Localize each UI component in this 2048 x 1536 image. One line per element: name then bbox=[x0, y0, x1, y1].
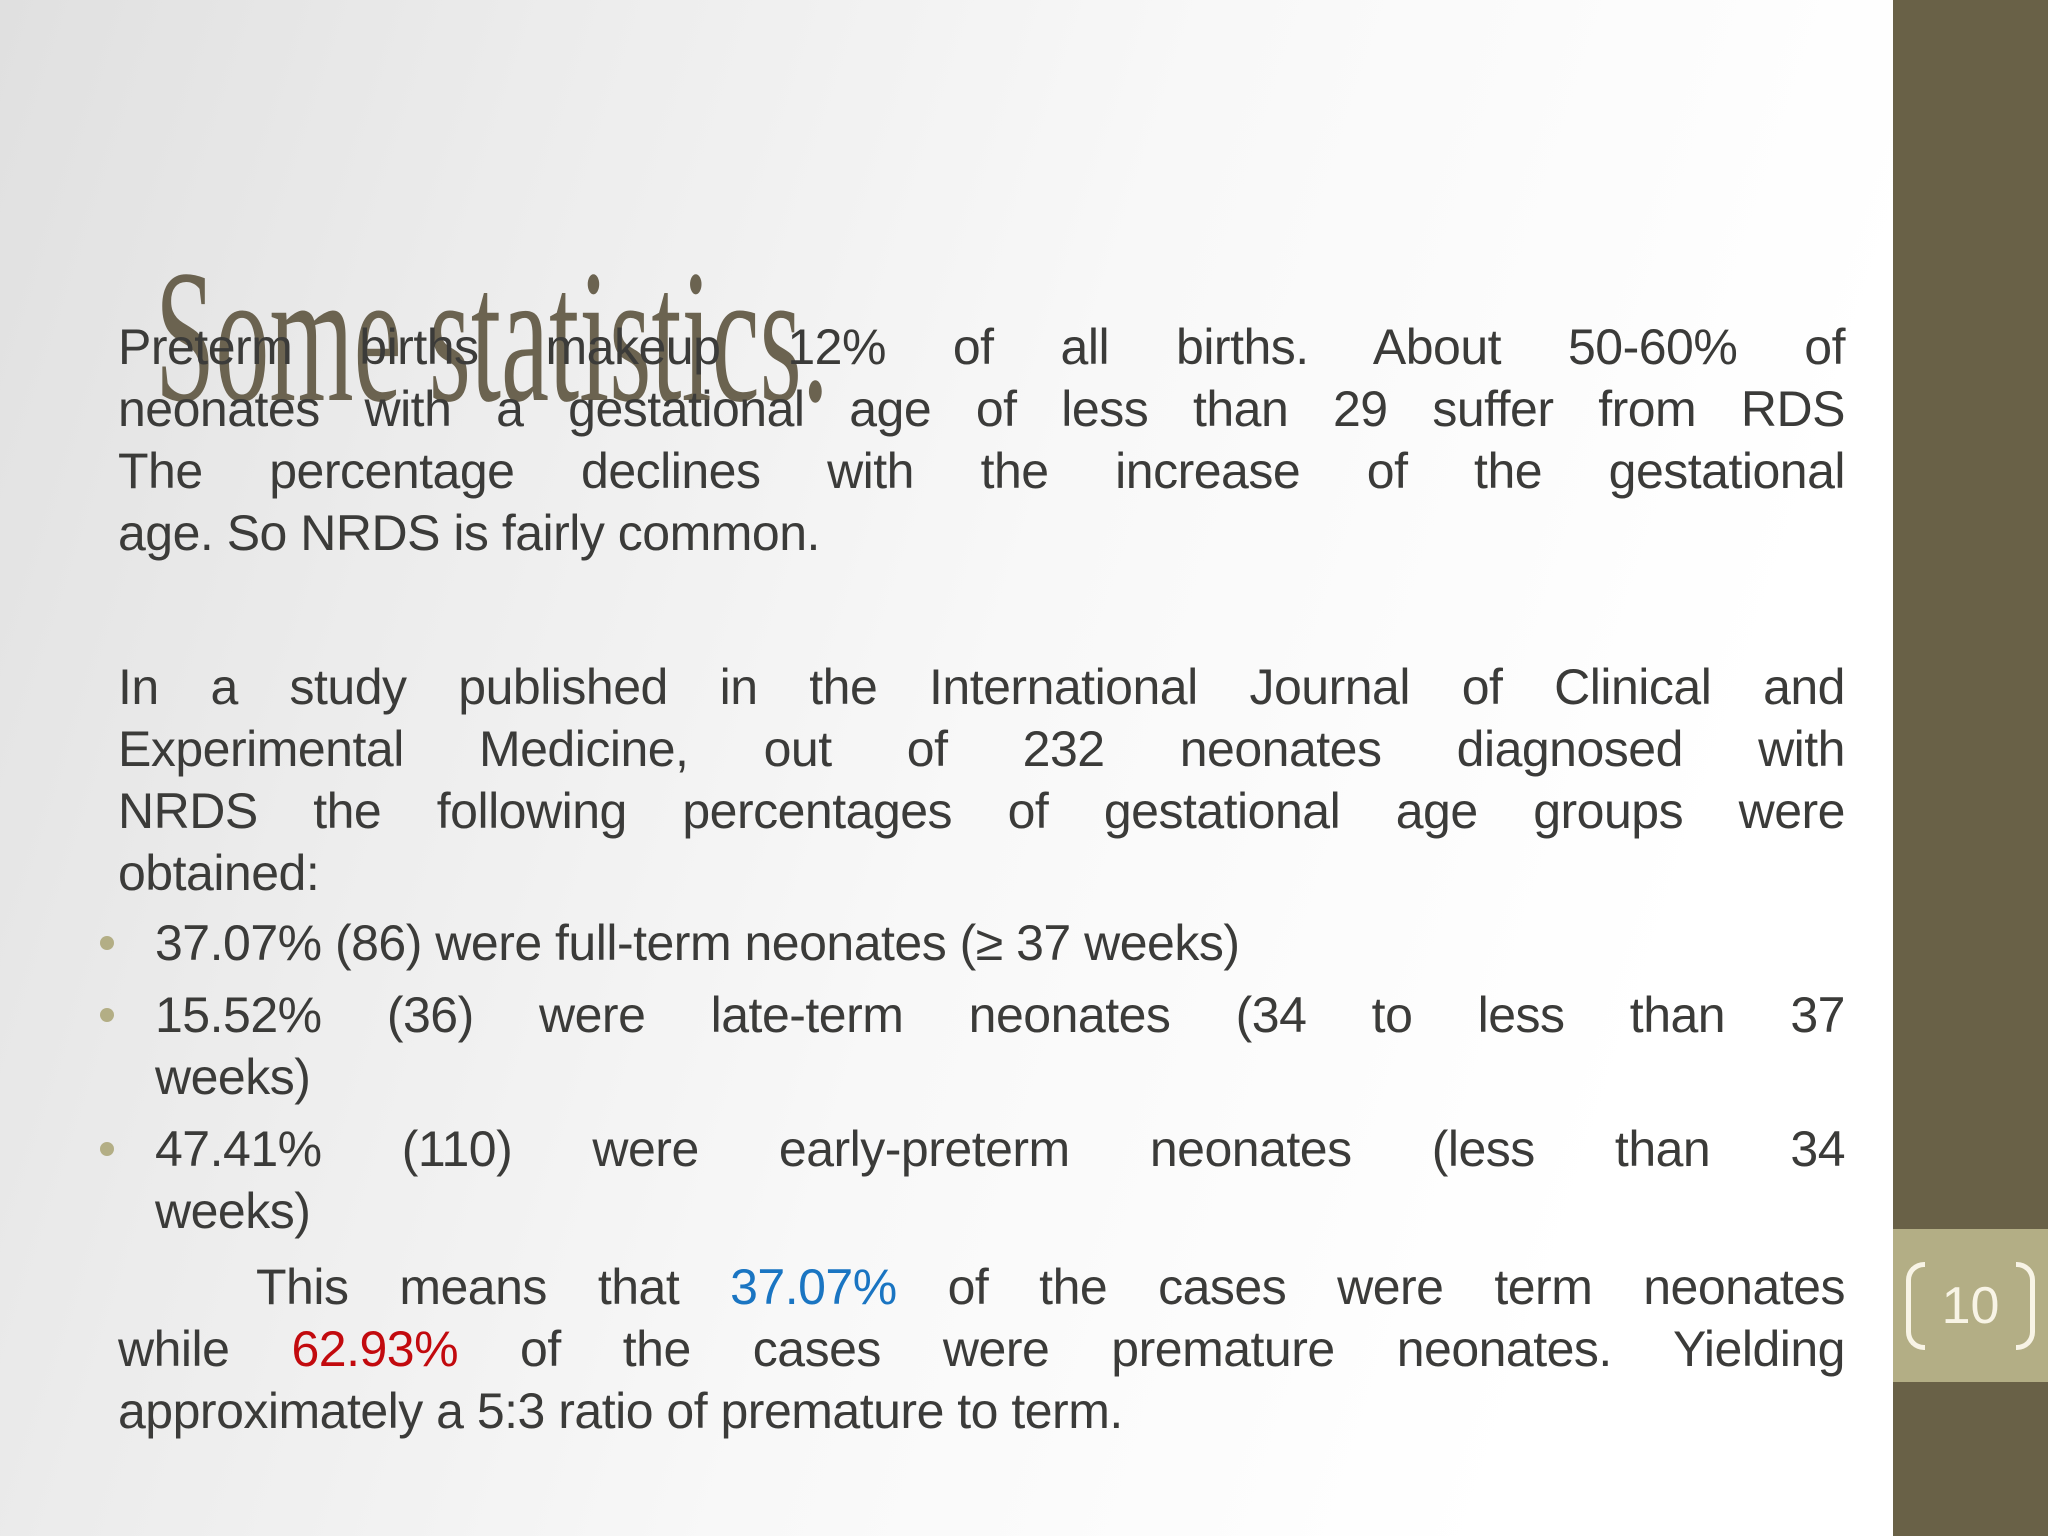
bullet-dot-icon bbox=[100, 1008, 114, 1022]
bullet-late-term: 15.52% (36) were late-term neonates (34 … bbox=[100, 984, 1846, 1108]
bullet-line: 37.07% (86) were full-term neonates (≥ 3… bbox=[155, 915, 1240, 971]
paragraph-preterm-stats: Preterm births makeup 12% of all births.… bbox=[118, 316, 1846, 564]
premature-percentage-value: 62.93% bbox=[291, 1321, 459, 1377]
paragraph-line: NRDS the following percentages of gestat… bbox=[118, 783, 1846, 839]
bullet-full-term: 37.07% (86) were full-term neonates (≥ 3… bbox=[100, 912, 1845, 974]
paragraph-conclusion: This means that 37.07% of the cases were… bbox=[118, 1256, 1846, 1442]
paragraph-line: approximately a 5:3 ratio of premature t… bbox=[118, 1383, 1123, 1439]
conclusion-text: This means that bbox=[256, 1259, 731, 1315]
bullet-dot-icon bbox=[100, 936, 114, 950]
bullet-dot-icon bbox=[100, 1142, 114, 1156]
paragraph-line: In a study published in the Internationa… bbox=[118, 659, 1846, 715]
paragraph-line: obtained: bbox=[118, 845, 320, 901]
slide-body: Preterm births makeup 12% of all births.… bbox=[100, 0, 1846, 1442]
paragraph-line: age. So NRDS is fairly common. bbox=[118, 505, 820, 561]
conclusion-text: of the cases were premature neonates. Yi… bbox=[458, 1321, 1845, 1377]
term-percentage-value: 37.07% bbox=[730, 1259, 897, 1315]
paragraph-line: Experimental Medicine, out of 232 neonat… bbox=[118, 721, 1846, 777]
slide-title: Some statistics. bbox=[155, 232, 829, 443]
paragraph-line: The percentage declines with the increas… bbox=[118, 443, 1846, 499]
paragraph-line: This means that 37.07% of the cases were… bbox=[118, 1256, 1846, 1318]
paragraph-line: while 62.93% of the cases were premature… bbox=[118, 1318, 1845, 1380]
page-number: 10 bbox=[1941, 1276, 2000, 1335]
page-number-box: 10 bbox=[1893, 1229, 2048, 1382]
bracket-left-icon bbox=[1906, 1261, 1925, 1350]
paragraph-line: Preterm births makeup 12% of all births.… bbox=[118, 319, 1846, 375]
paragraph-study-intro: In a study published in the Internationa… bbox=[118, 656, 1846, 904]
bullet-line: weeks) bbox=[155, 1183, 311, 1239]
bullet-line: 15.52% (36) were late-term neonates (34 … bbox=[155, 987, 1846, 1043]
paragraph-line: neonates with a gestational age of less … bbox=[118, 381, 1846, 437]
bullet-list: 37.07% (86) were full-term neonates (≥ 3… bbox=[100, 912, 1846, 1242]
conclusion-text: while bbox=[118, 1321, 292, 1377]
bullet-early-preterm: 47.41% (110) were early-preterm neonates… bbox=[100, 1118, 1846, 1242]
conclusion-text: of the cases were term neonates bbox=[896, 1259, 1846, 1315]
bullet-line: weeks) bbox=[155, 1049, 311, 1105]
bullet-line: 47.41% (110) were early-preterm neonates… bbox=[155, 1121, 1846, 1177]
bracket-right-icon bbox=[2016, 1261, 2035, 1350]
